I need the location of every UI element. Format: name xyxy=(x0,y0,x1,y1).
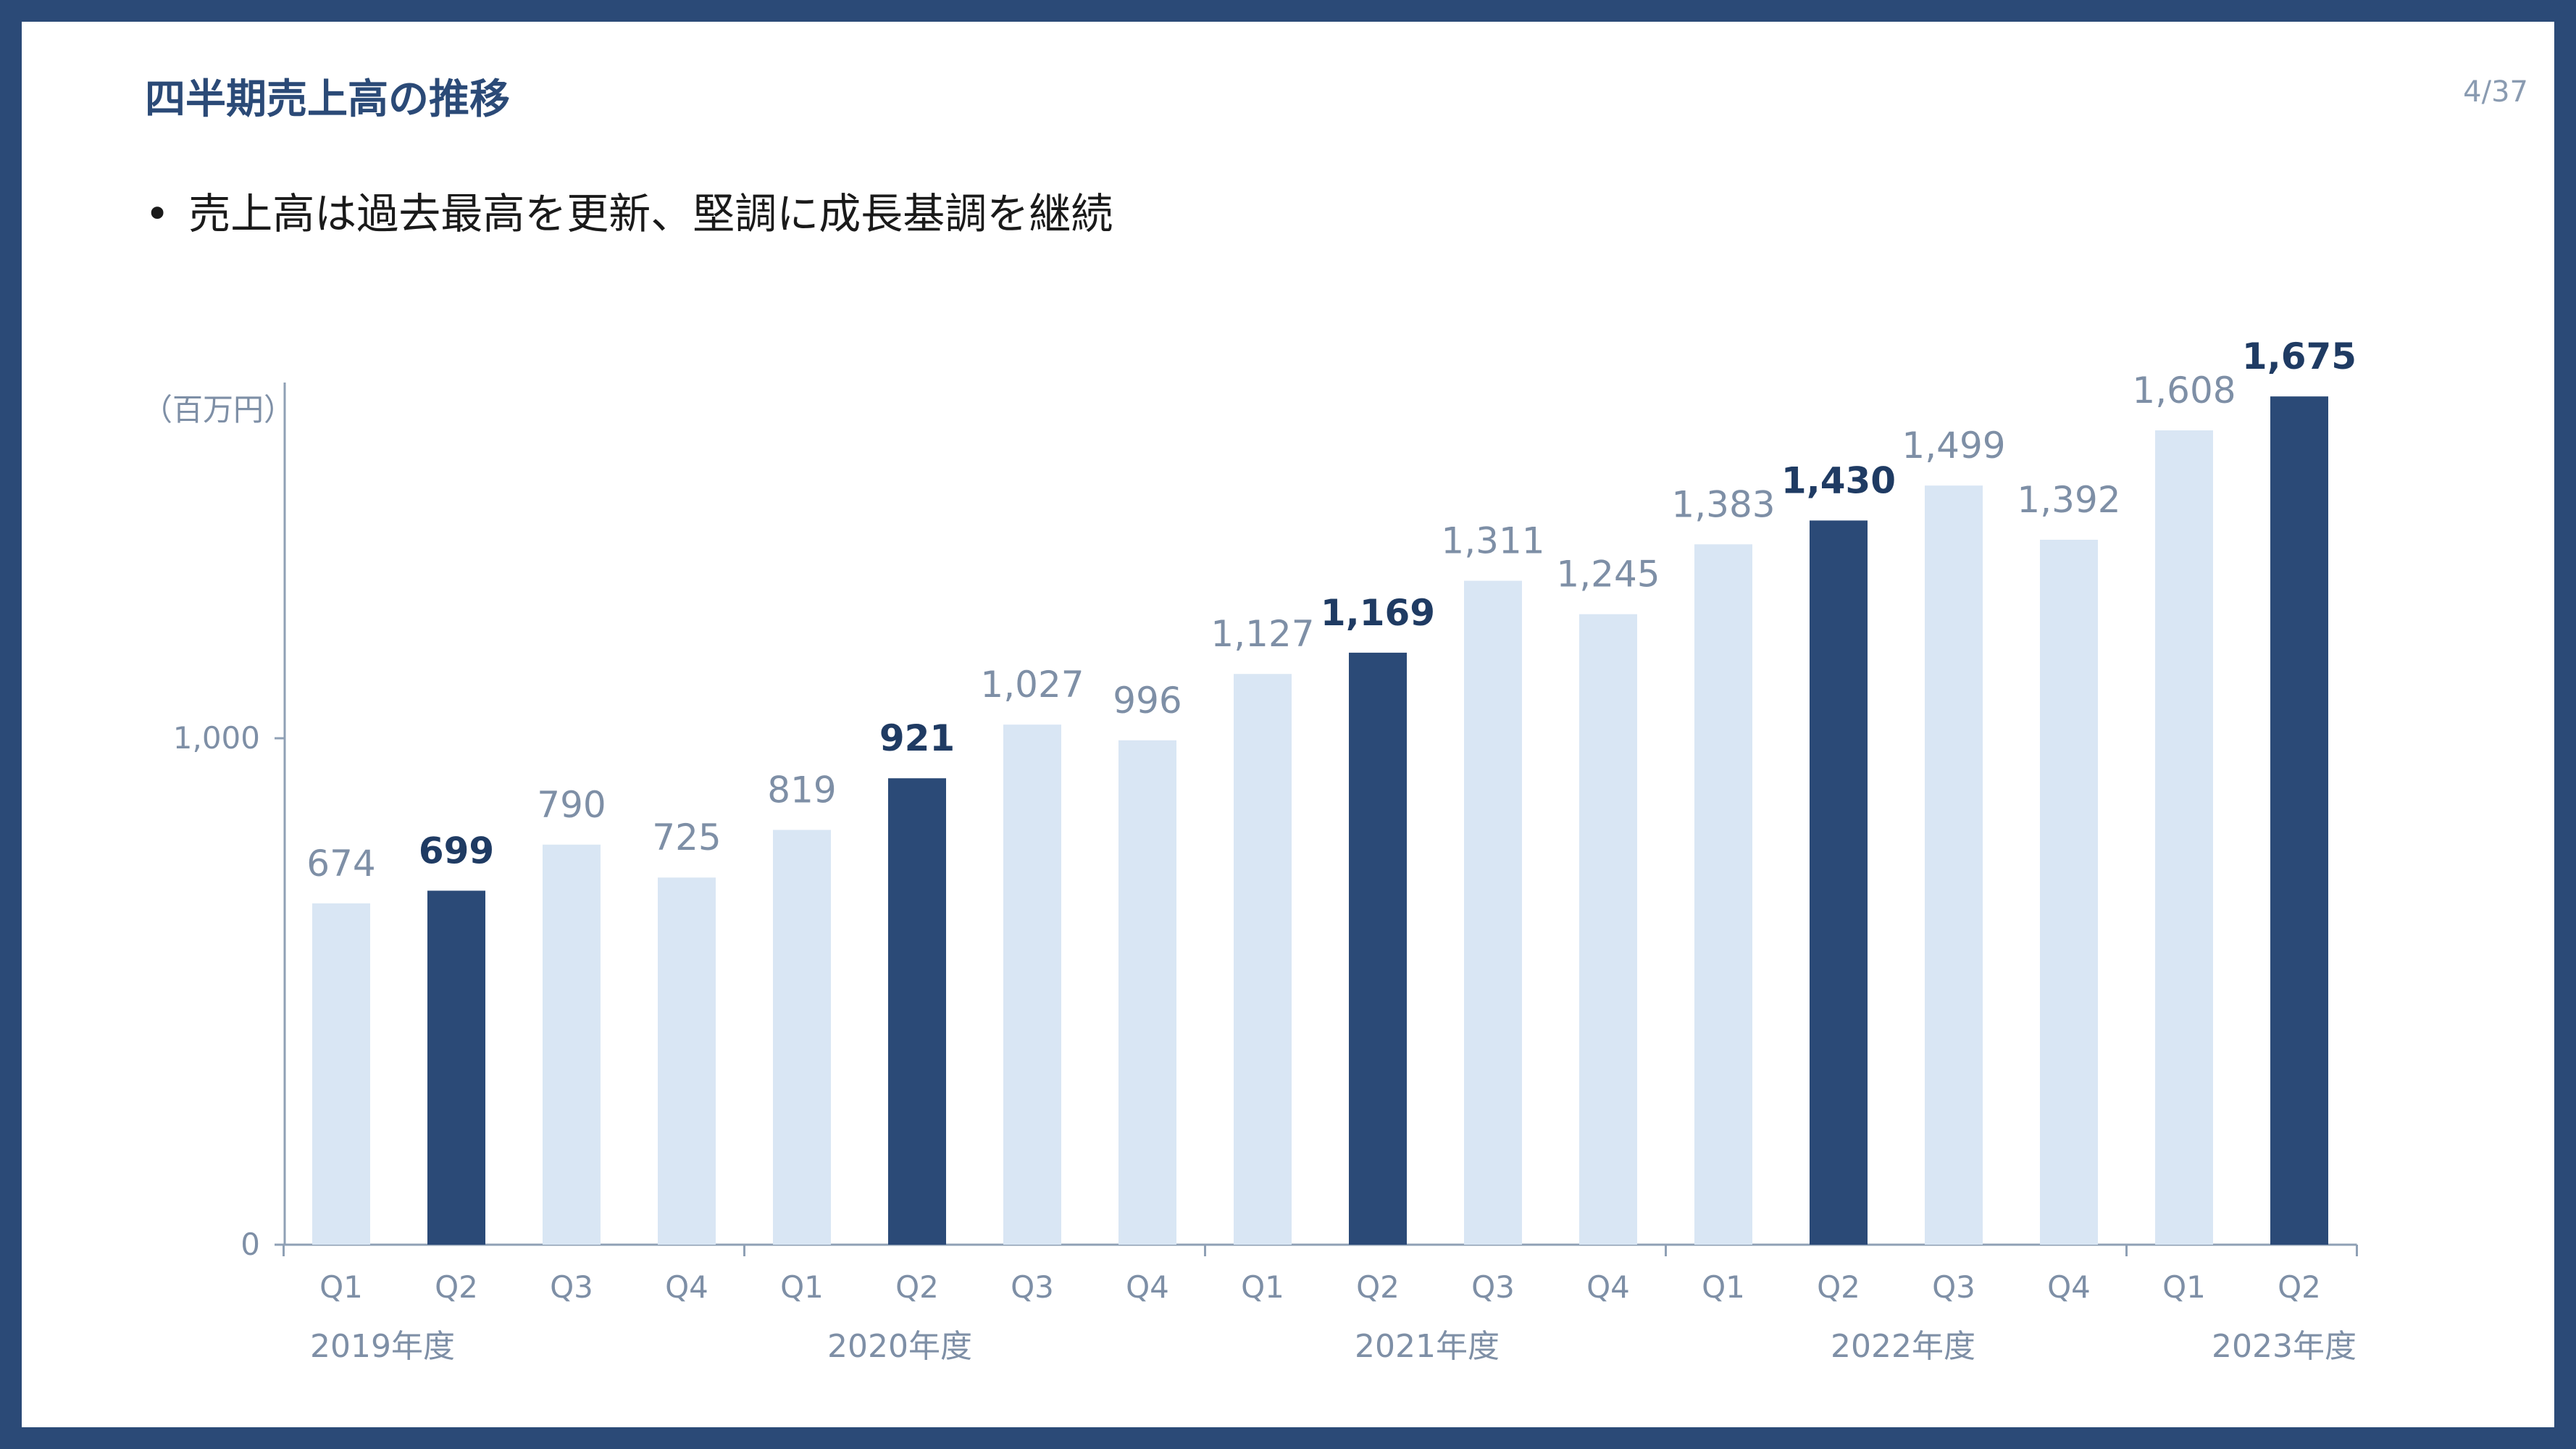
y-tick-label: 1,000 xyxy=(173,720,260,756)
category-label: Q2 xyxy=(435,1269,478,1305)
value-label: 996 xyxy=(1113,680,1182,722)
bar xyxy=(1925,485,1983,1245)
bar xyxy=(1349,652,1407,1245)
bullet-dot-icon: • xyxy=(145,189,170,238)
category-labels: Q1 Q2 Q3 Q4 Q1 Q2 Q3 Q4 Q1 Q2 Q3 Q4 Q1 Q2 Q3 Q4 Q1 Q2 xyxy=(319,1269,2321,1305)
value-label: 1,430 xyxy=(1781,459,1896,501)
category-label: Q1 xyxy=(1241,1269,1284,1305)
category-label: Q3 xyxy=(550,1269,593,1305)
bar xyxy=(2270,396,2328,1245)
category-label: Q3 xyxy=(1011,1269,1054,1305)
category-label: Q4 xyxy=(1586,1269,1630,1305)
value-label: 1,499 xyxy=(1902,425,2005,467)
bar xyxy=(2155,430,2213,1245)
value-label: 1,392 xyxy=(2017,479,2120,521)
year-label: 2022年度 xyxy=(1831,1328,1975,1365)
bar xyxy=(543,844,601,1245)
year-labels: 2019年度 2020年度 2021年度 2022年度 2023年度 xyxy=(310,1328,2357,1365)
chart-axes: 0 1,000 xyxy=(173,383,2358,1262)
unit-label: （百万円） xyxy=(142,392,294,427)
category-label: Q2 xyxy=(1356,1269,1400,1305)
bar xyxy=(427,890,485,1245)
year-label: 2023年度 xyxy=(2212,1328,2357,1365)
bar xyxy=(1694,544,1752,1245)
category-label: Q2 xyxy=(895,1269,939,1305)
category-label: Q1 xyxy=(319,1269,363,1305)
bar xyxy=(1003,724,1061,1245)
y-tick-label: 0 xyxy=(241,1227,260,1262)
category-label: Q4 xyxy=(2047,1269,2091,1305)
value-label: 1,027 xyxy=(980,664,1084,706)
bar xyxy=(773,830,831,1245)
category-label: Q1 xyxy=(2162,1269,2206,1305)
bullet-point: • 売上高は過去最高を更新、堅調に成長基調を継続 xyxy=(145,180,1113,241)
bar xyxy=(1234,674,1292,1245)
category-label: Q4 xyxy=(1126,1269,1169,1305)
category-label: Q3 xyxy=(1932,1269,1975,1305)
value-labels: 674 699 790 725 819 921 1,027 996 1,1271,1691,31… xyxy=(306,335,2357,885)
bar xyxy=(2040,539,2098,1245)
bar xyxy=(1464,580,1522,1245)
year-label: 2020年度 xyxy=(827,1328,972,1365)
bar xyxy=(312,903,370,1245)
category-label: Q1 xyxy=(780,1269,824,1305)
year-label: 2021年度 xyxy=(1355,1328,1500,1365)
value-label: 1,169 xyxy=(1321,592,1435,634)
category-label: Q2 xyxy=(1817,1269,1860,1305)
category-label: Q3 xyxy=(1471,1269,1515,1305)
value-label: 699 xyxy=(419,830,494,872)
year-label: 2019年度 xyxy=(310,1328,455,1365)
bar-series xyxy=(312,396,2328,1245)
value-label: 1,608 xyxy=(2132,369,2236,412)
bar xyxy=(658,877,716,1245)
category-label: Q2 xyxy=(2278,1269,2321,1305)
bar xyxy=(888,778,946,1245)
slide-title: 四半期売上高の推移 xyxy=(145,76,510,123)
value-label: 1,675 xyxy=(2242,335,2357,377)
value-label: 1,245 xyxy=(1556,554,1660,596)
value-label: 819 xyxy=(767,769,836,811)
value-label: 674 xyxy=(306,843,375,885)
value-label: 1,383 xyxy=(1671,483,1775,525)
page-number: 4/37 xyxy=(2463,75,2528,109)
value-label: 1,127 xyxy=(1210,613,1314,655)
bullet-text: 売上高は過去最高を更新、堅調に成長基調を継続 xyxy=(188,189,1113,238)
value-label: 921 xyxy=(879,717,955,759)
value-label: 1,311 xyxy=(1441,520,1544,562)
value-label: 725 xyxy=(652,817,721,859)
bar xyxy=(1810,520,1868,1245)
bar xyxy=(1579,614,1637,1245)
category-label: Q1 xyxy=(1702,1269,1745,1305)
category-label: Q4 xyxy=(665,1269,708,1305)
bar xyxy=(1118,740,1176,1245)
value-label: 790 xyxy=(537,784,606,826)
